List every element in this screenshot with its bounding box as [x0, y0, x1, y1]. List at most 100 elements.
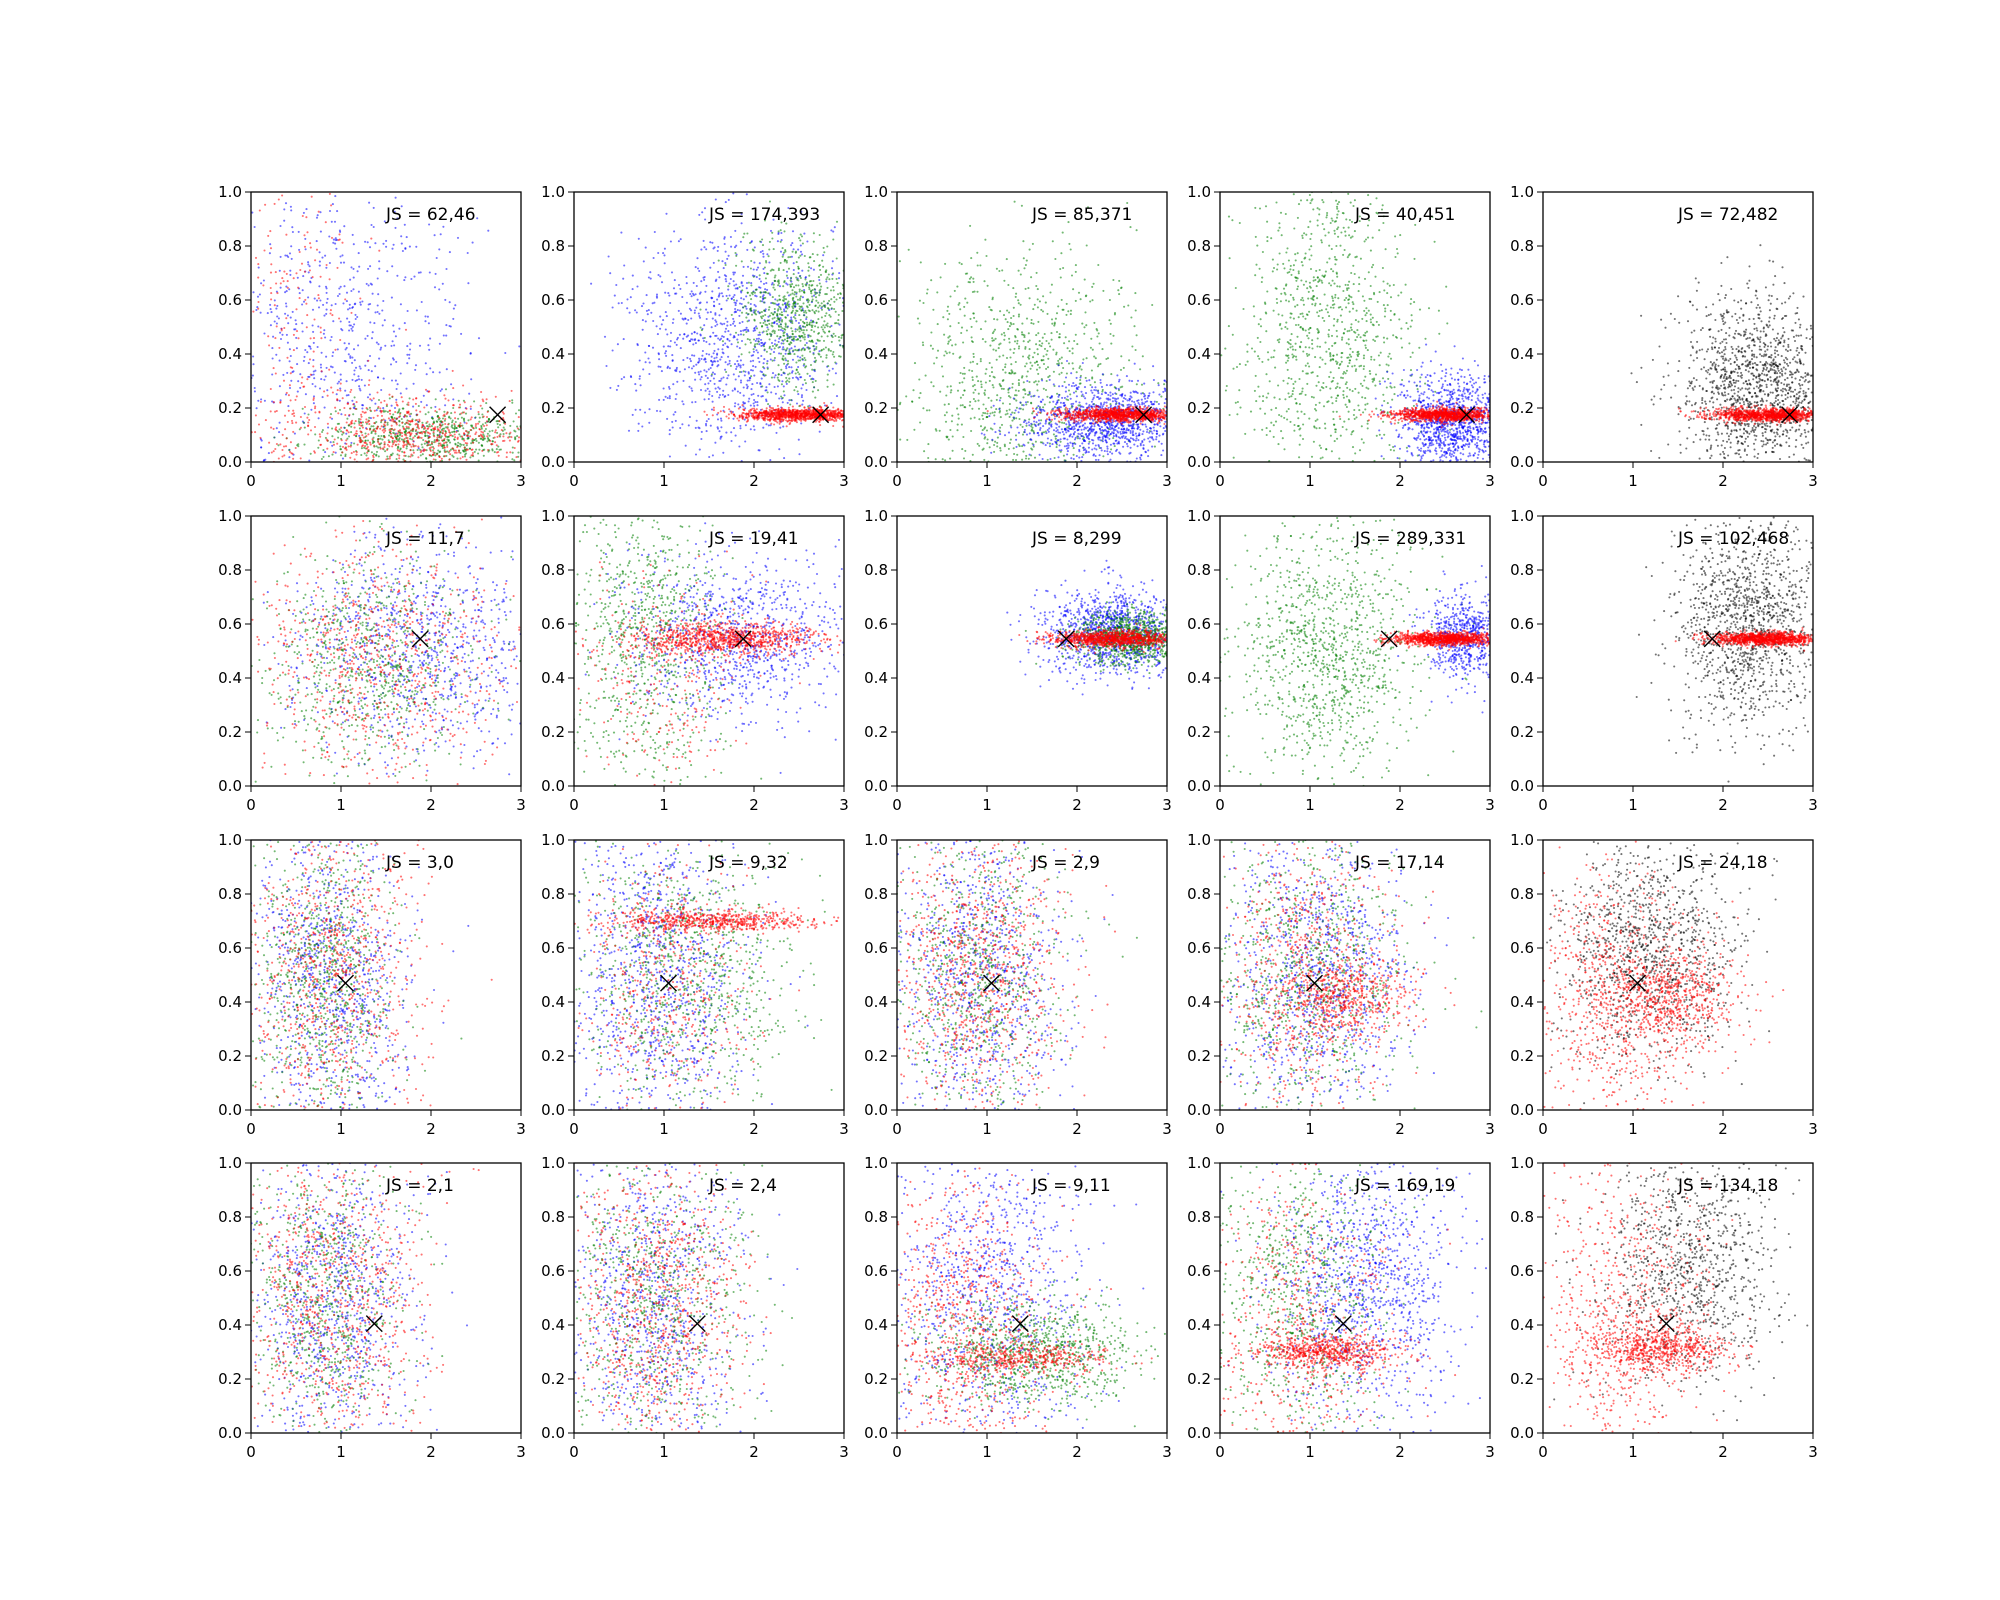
data-point: [336, 389, 339, 392]
data-point: [1109, 322, 1112, 325]
data-point: [811, 340, 814, 344]
data-point: [752, 350, 755, 353]
data-point: [317, 210, 320, 213]
data-point: [395, 436, 398, 439]
data-point: [699, 291, 702, 294]
data-point: [629, 296, 632, 299]
data-point: [590, 282, 593, 285]
data-point: [753, 246, 756, 249]
data-point: [791, 330, 794, 333]
data-point: [664, 395, 667, 398]
data-point: [402, 428, 406, 431]
data-point: [809, 280, 813, 283]
data-point: [708, 353, 711, 356]
data-point: [275, 427, 278, 430]
data-point: [777, 269, 780, 272]
data-point: [369, 302, 372, 306]
data-point: [791, 415, 795, 418]
data-point: [1018, 345, 1021, 348]
data-point: [727, 254, 730, 257]
data-point: [782, 425, 785, 428]
data-point: [773, 276, 776, 279]
data-point: [798, 453, 801, 456]
data-point: [477, 452, 480, 455]
data-point: [677, 309, 680, 312]
data-point: [673, 279, 676, 282]
data-point: [380, 434, 383, 438]
x-tick-label: 1: [659, 472, 669, 490]
data-point: [339, 387, 342, 390]
data-point: [769, 229, 773, 232]
data-point: [382, 377, 385, 380]
data-point: [679, 347, 682, 350]
data-point: [836, 415, 839, 418]
data-point: [508, 400, 511, 403]
data-point: [760, 315, 763, 318]
data-point: [683, 368, 686, 371]
data-point: [483, 437, 486, 440]
data-point: [740, 260, 743, 263]
data-point: [747, 312, 750, 316]
data-point: [285, 290, 288, 293]
data-point: [704, 389, 707, 392]
data-point: [389, 363, 393, 366]
data-point: [712, 377, 715, 380]
data-point: [785, 274, 788, 277]
data-point: [694, 342, 697, 345]
data-point: [380, 346, 383, 349]
data-point: [348, 423, 351, 426]
data-point: [385, 405, 388, 408]
data-point: [359, 303, 362, 306]
data-point: [1054, 257, 1057, 261]
data-point: [348, 307, 351, 310]
data-point: [717, 287, 720, 290]
data-point: [303, 245, 307, 248]
data-point: [694, 293, 697, 296]
data-point: [617, 302, 620, 305]
data-point: [683, 333, 686, 336]
data-point: [784, 352, 787, 355]
data-point: [480, 424, 483, 427]
data-point: [434, 440, 437, 443]
data-point: [337, 380, 341, 383]
data-point: [252, 363, 255, 366]
data-point: [268, 344, 271, 347]
data-point: [803, 290, 806, 293]
data-point: [279, 400, 282, 403]
data-point: [742, 333, 745, 336]
data-point: [480, 437, 483, 440]
data-point: [488, 418, 491, 421]
data-point: [485, 415, 489, 419]
data-point: [792, 248, 795, 251]
data-point: [736, 286, 739, 290]
data-point: [803, 338, 806, 341]
data-point: [802, 314, 805, 317]
data-point: [332, 320, 335, 323]
data-point: [509, 424, 512, 427]
data-point: [338, 287, 341, 290]
data-point: [509, 451, 512, 454]
data-point: [701, 211, 704, 214]
data-point: [382, 242, 385, 245]
data-point: [366, 451, 369, 454]
data-point: [749, 267, 752, 270]
data-point: [438, 288, 441, 291]
data-point: [638, 359, 641, 362]
data-point: [398, 416, 401, 419]
data-point: [730, 297, 733, 300]
data-point: [641, 319, 644, 322]
data-point: [478, 416, 481, 419]
data-point: [361, 421, 364, 424]
data-point: [677, 283, 681, 287]
data-point: [396, 383, 399, 386]
data-point: [270, 311, 273, 314]
data-point: [345, 439, 348, 442]
data-point: [298, 250, 301, 254]
data-point: [302, 359, 305, 362]
data-point: [360, 378, 363, 381]
data-point: [732, 373, 735, 376]
data-point: [749, 341, 752, 344]
data-point: [722, 451, 725, 454]
data-point: [332, 241, 335, 244]
data-point: [436, 436, 439, 439]
